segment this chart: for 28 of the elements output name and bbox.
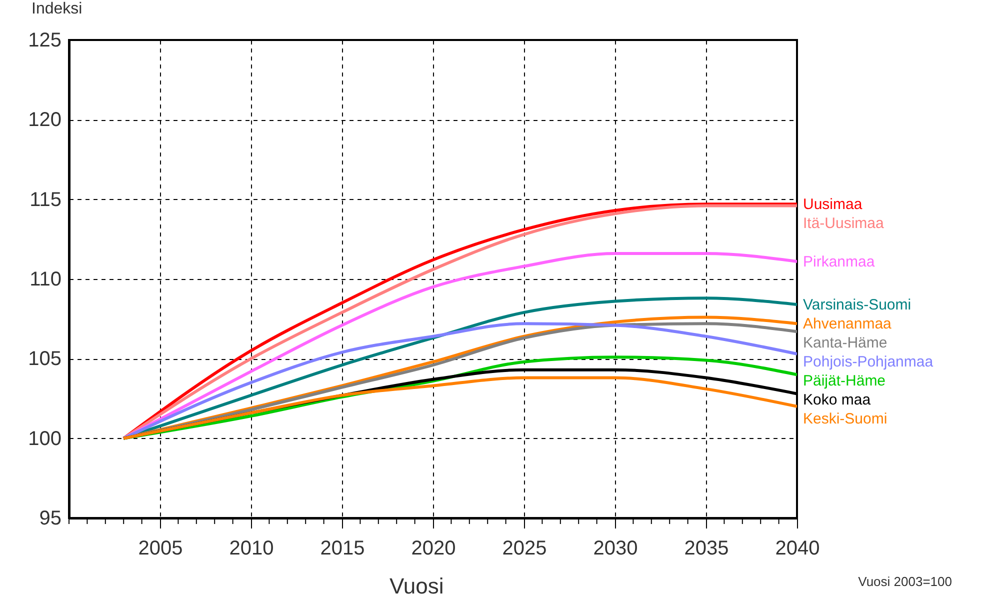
series-label: Pohjois-Pohjanmaa <box>803 354 934 371</box>
series-label: Kanta-Häme <box>803 334 888 352</box>
x-tick-label: 2005 <box>138 538 183 560</box>
series-label: Koko maa <box>803 392 872 409</box>
series-label: Uusimaa <box>803 196 863 214</box>
series-label: Itä-Uusimaa <box>803 215 885 232</box>
x-tick-label: 2030 <box>593 538 638 560</box>
x-tick-label: 2035 <box>684 538 729 560</box>
x-axis-title: Vuosi <box>390 574 444 598</box>
series-label: Pirkanmaa <box>803 253 876 270</box>
series-label: Ahvenanmaa <box>803 316 892 333</box>
series-label: Keski-Suomi <box>803 410 888 428</box>
y-tick-label: 110 <box>30 268 62 290</box>
x-tick-label: 2040 <box>775 538 820 560</box>
y-tick-label: 100 <box>28 428 62 450</box>
y-axis-title: Indeksi <box>32 0 82 18</box>
x-tick-label: 2025 <box>502 538 547 560</box>
y-tick-label: 120 <box>28 109 62 132</box>
y-tick-label: 125 <box>28 30 62 52</box>
series-label: Päijät-Häme <box>803 372 886 390</box>
y-tick-label: 105 <box>28 348 62 370</box>
y-tick-label: 115 <box>30 188 62 211</box>
series-label: Varsinais-Suomi <box>803 296 912 314</box>
x-tick-label: 2010 <box>229 538 274 560</box>
x-tick-label: 2015 <box>320 538 365 560</box>
text: Vuosi 2003=100 <box>858 574 952 589</box>
y-tick-label: 95 <box>39 508 62 530</box>
x-tick-label: 2020 <box>411 538 456 560</box>
